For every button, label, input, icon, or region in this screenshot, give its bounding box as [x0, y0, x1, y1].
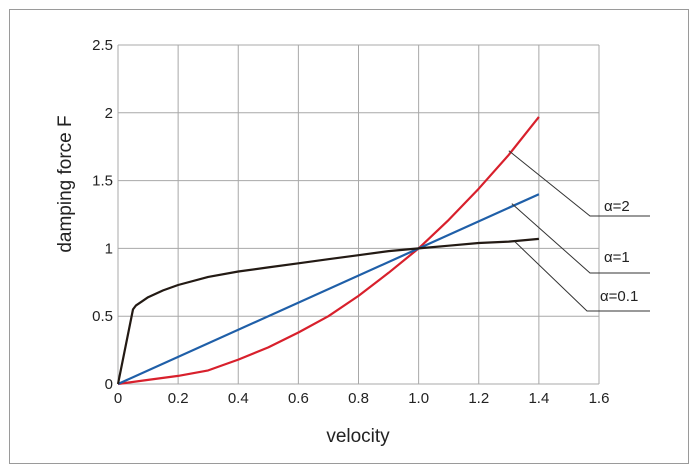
- series-line-alpha-01: [116, 237, 539, 385]
- x-axis-title: velocity: [326, 426, 390, 447]
- annotations: α=2 α=1 α=0.1: [508, 150, 650, 312]
- series-line-alpha-2: [117, 116, 540, 386]
- annotation-label-alpha-2: α=2: [604, 198, 630, 215]
- x-tick-label: 0.4: [228, 390, 249, 407]
- y-tick-label: 2.5: [92, 37, 113, 54]
- series-line-alpha-1: [117, 193, 540, 386]
- x-tick-label: 1.0: [408, 390, 429, 407]
- series-layer: [116, 116, 540, 386]
- tick-labels: 0 0.2 0.4 0.6 0.8 1.0 1.2 1.4 1.6 0 0.5 1 1.5 2 2.5: [92, 37, 609, 407]
- y-tick-label: 1.5: [92, 173, 113, 190]
- y-tick-label: 0.5: [92, 308, 113, 325]
- annotation-label-alpha-1: α=1: [604, 249, 630, 266]
- x-tick-label: 0.2: [168, 390, 189, 407]
- annotation-leader-alpha-2: [508, 150, 650, 217]
- y-tick-label: 0: [105, 376, 113, 393]
- y-tick-label: 1: [105, 240, 113, 257]
- x-tick-label: 0: [114, 390, 122, 407]
- annotation-leader-alpha-01: [514, 241, 650, 312]
- x-tick-label: 1.2: [468, 390, 489, 407]
- x-tick-label: 1.4: [528, 390, 549, 407]
- grid: [117, 44, 600, 385]
- x-tick-label: 1.6: [589, 390, 610, 407]
- chart-frame: [9, 9, 689, 464]
- y-axis-title: damping force F: [55, 115, 76, 252]
- y-tick-label: 2: [105, 105, 113, 122]
- x-tick-label: 0.8: [348, 390, 369, 407]
- annotation-label-alpha-01: α=0.1: [600, 288, 638, 305]
- x-tick-label: 0.6: [288, 390, 309, 407]
- annotation-leader-alpha-1: [511, 203, 650, 274]
